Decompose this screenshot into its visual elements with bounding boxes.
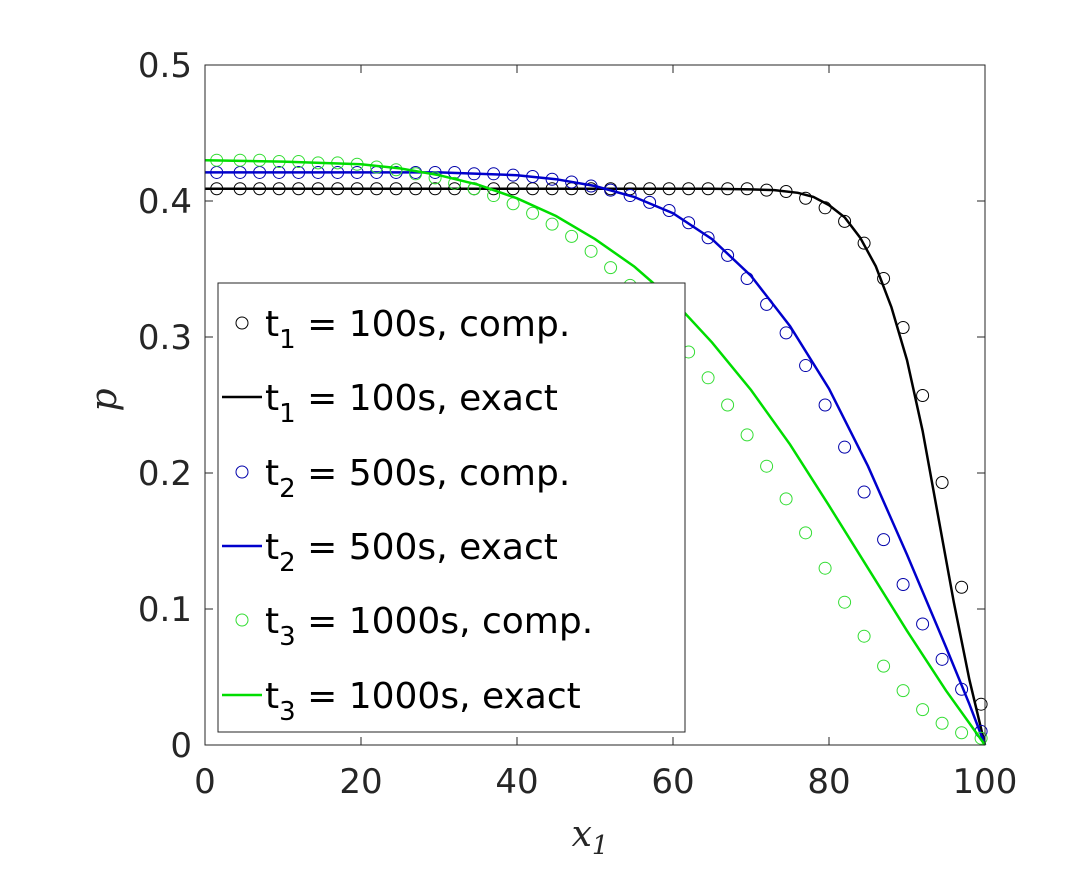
- data-point: [643, 195, 657, 209]
- data-point: [604, 261, 618, 275]
- y-tick-label: 0.2: [138, 454, 192, 494]
- data-point: [682, 216, 696, 230]
- legend-marker-swatch: [235, 465, 249, 479]
- x-tick-label: 20: [339, 762, 382, 802]
- data-point: [409, 167, 423, 181]
- legend-marker-swatch: [235, 613, 249, 627]
- data-point: [877, 533, 891, 547]
- data-point: [955, 580, 969, 594]
- data-point: [935, 652, 949, 666]
- data-point: [857, 629, 871, 643]
- legend-item: t1 = 100s, comp.: [235, 304, 570, 355]
- data-point: [799, 191, 813, 205]
- y-tick-label: 0.3: [138, 318, 192, 358]
- data-point: [721, 398, 735, 412]
- y-tick-label: 0.4: [138, 182, 192, 222]
- data-point: [779, 326, 793, 340]
- data-point: [760, 459, 774, 473]
- data-point: [584, 244, 598, 258]
- legend-label: t1 = 100s, comp.: [265, 304, 570, 355]
- x-tick-label: 0: [194, 762, 216, 802]
- data-point: [565, 229, 579, 243]
- data-point: [545, 217, 559, 231]
- y-tick-label: 0.1: [138, 590, 192, 630]
- data-point: [818, 398, 832, 412]
- data-point: [701, 371, 715, 385]
- series-6: [204, 158, 987, 746]
- data-point: [838, 595, 852, 609]
- data-point: [916, 617, 930, 631]
- legend-label: t3 = 1000s, comp.: [265, 601, 593, 652]
- legend-item: t2 = 500s, comp.: [235, 453, 570, 504]
- data-point: [857, 485, 871, 499]
- data-point: [721, 248, 735, 262]
- data-point: [916, 388, 930, 402]
- data-point: [916, 703, 930, 717]
- legend-item: t3 = 1000s, comp.: [235, 601, 593, 652]
- y-tick-label: 0: [170, 726, 192, 766]
- legend: t1 = 100s, comp. t1 = 100s, exact t2 = 500…: [217, 282, 686, 733]
- data-point: [448, 176, 462, 190]
- legend-items: t1 = 100s, comp. t1 = 100s, exact t2 = 500…: [222, 304, 593, 727]
- data-point: [799, 359, 813, 373]
- data-point: [935, 476, 949, 490]
- legend-label: t1 = 100s, exact: [265, 378, 558, 429]
- x-axis-label: x1: [572, 814, 609, 861]
- data-point: [604, 183, 618, 197]
- legend-label: t2 = 500s, comp.: [265, 453, 570, 504]
- legend-marker-swatch: [235, 316, 249, 330]
- series-line: [204, 158, 987, 746]
- legend-label: t3 = 1000s, exact: [265, 676, 581, 727]
- series-4: [205, 171, 987, 746]
- legend-box: [217, 282, 686, 733]
- legend-item: t2 = 500s, exact: [222, 527, 558, 578]
- series-layer: [204, 153, 988, 746]
- data-point: [838, 440, 852, 454]
- data-point: [740, 428, 754, 442]
- x-tick-label: 100: [953, 762, 1018, 802]
- data-point: [974, 731, 988, 745]
- data-point: [799, 526, 813, 540]
- data-point: [877, 659, 891, 673]
- y-axis-label: p: [84, 388, 125, 411]
- x-tick-label: 80: [807, 762, 850, 802]
- axes-box: [204, 64, 986, 746]
- data-point: [662, 204, 676, 218]
- data-point: [896, 578, 910, 592]
- x-tick-label: 40: [495, 762, 538, 802]
- x-tick-label: 60: [651, 762, 694, 802]
- data-point: [818, 561, 832, 575]
- series-line: [205, 171, 987, 746]
- data-point: [857, 236, 871, 250]
- data-point: [526, 206, 540, 220]
- data-point: [779, 492, 793, 506]
- legend-label: t2 = 500s, exact: [265, 527, 558, 578]
- data-point: [896, 684, 910, 698]
- data-point: [701, 231, 715, 245]
- legend-item: t1 = 100s, exact: [222, 378, 558, 429]
- tick-layer: 0 20 40 60 80 100 0 0.1 0.2 0.3 0.4 0.5: [138, 46, 1018, 802]
- data-point: [838, 214, 852, 228]
- data-point: [623, 189, 637, 203]
- legend-item: t3 = 1000s, exact: [222, 676, 581, 727]
- y-tick-label: 0.5: [138, 46, 192, 86]
- data-point: [428, 171, 442, 185]
- data-point: [935, 716, 949, 730]
- data-point: [955, 726, 969, 740]
